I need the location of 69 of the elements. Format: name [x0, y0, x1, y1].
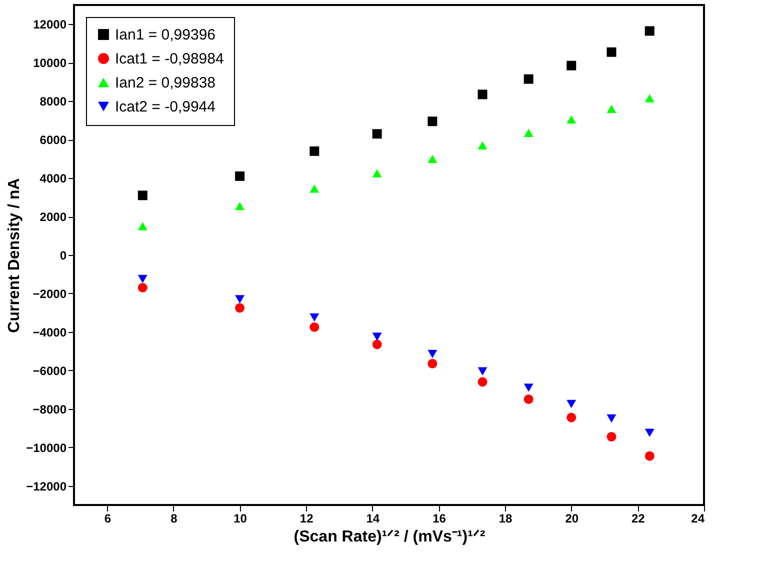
y-tick-label: −4000 — [32, 325, 67, 340]
x-tick-label: 14 — [366, 512, 380, 526]
point — [566, 400, 576, 408]
y-tick-label: 2000 — [40, 210, 67, 224]
point — [566, 60, 576, 70]
point — [372, 129, 382, 139]
point — [310, 184, 320, 193]
point — [644, 428, 654, 437]
legend-label: Icat1 = -0,98984 — [115, 50, 224, 68]
point — [138, 222, 148, 230]
y-tick-label: −8000 — [32, 402, 67, 416]
y-tick-label: −12000 — [26, 479, 67, 494]
point — [235, 295, 245, 304]
point — [372, 332, 382, 341]
legend-label: Ian1 = 0,99396 — [115, 26, 216, 44]
x-tick-label: 24 — [691, 512, 705, 526]
point — [566, 115, 576, 124]
point — [524, 384, 534, 392]
point — [310, 322, 320, 332]
point — [478, 367, 488, 376]
point — [524, 74, 534, 84]
point — [606, 47, 616, 57]
point — [428, 154, 438, 163]
point — [644, 451, 654, 461]
x-tick-label: 6 — [104, 512, 112, 526]
point — [478, 377, 488, 387]
x-tick-label: 16 — [432, 512, 446, 526]
point — [606, 432, 616, 442]
point — [524, 394, 534, 404]
point — [606, 414, 616, 423]
point — [478, 141, 488, 150]
point — [310, 313, 320, 322]
x-tick-label: 20 — [565, 512, 579, 526]
point — [235, 202, 245, 210]
point — [524, 128, 534, 137]
x-axis-title: (Scan Rate)¹ᐟ² / (mVs⁻¹)¹ᐟ² — [294, 528, 486, 546]
y-tick-label: 0 — [60, 248, 67, 262]
x-tick-label: 18 — [498, 512, 513, 526]
y-axis-title: Current Density / nA — [6, 178, 24, 333]
legend-label: Ian2 = 0,99838 — [115, 74, 216, 92]
y-tick-label: −10000 — [26, 440, 67, 455]
point — [428, 350, 438, 358]
y-tick-label: −6000 — [32, 364, 67, 378]
point — [138, 274, 148, 284]
y-tick-label: 4000 — [40, 172, 67, 186]
point — [235, 303, 245, 313]
y-tick-label: 6000 — [40, 133, 67, 148]
point — [478, 90, 488, 100]
point — [372, 169, 382, 178]
y-tick-label: 12000 — [33, 18, 67, 32]
point — [644, 94, 654, 102]
point — [606, 104, 616, 113]
y-tick-label: 10000 — [33, 56, 67, 70]
x-tick-label: 10 — [234, 512, 248, 526]
point — [428, 358, 438, 368]
point — [138, 282, 148, 292]
x-tick-label: 22 — [632, 512, 646, 526]
point — [428, 116, 438, 126]
y-tick-label: −2000 — [32, 286, 67, 301]
point — [235, 171, 245, 181]
point — [644, 26, 654, 36]
y-tick-label: 8000 — [40, 94, 67, 109]
point — [372, 340, 382, 350]
point — [310, 146, 320, 156]
legend-label: Icat2 = -0,9944 — [115, 98, 216, 116]
x-tick-label: 8 — [170, 512, 178, 526]
point — [138, 190, 148, 200]
point — [566, 412, 576, 422]
x-tick-label: 12 — [300, 512, 314, 526]
